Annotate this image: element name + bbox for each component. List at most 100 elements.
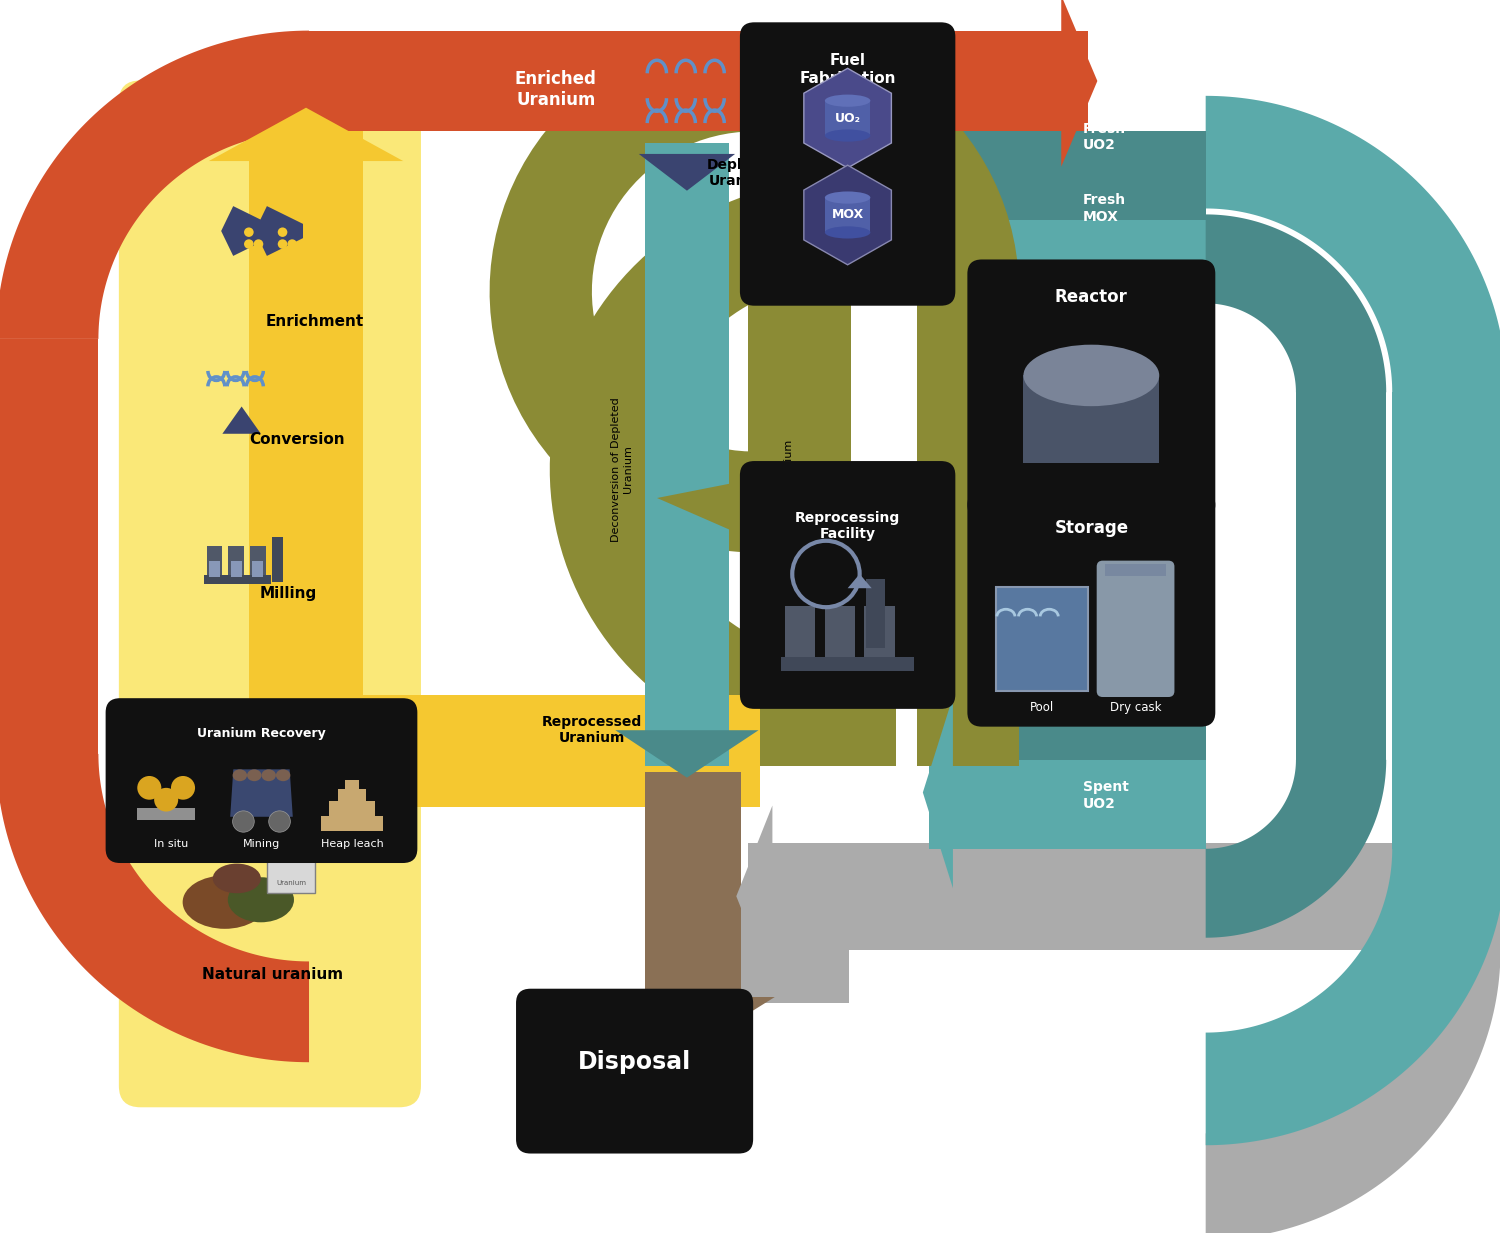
Bar	[864, 607, 894, 671]
Bar	[251, 546, 266, 582]
Bar	[1392, 641, 1500, 949]
FancyBboxPatch shape	[516, 989, 753, 1154]
Bar	[209, 561, 220, 577]
Ellipse shape	[825, 227, 870, 238]
Polygon shape	[255, 206, 303, 256]
Bar	[996, 587, 1089, 690]
Polygon shape	[0, 753, 309, 1062]
Ellipse shape	[248, 769, 261, 782]
Text: Enriched
Uranium: Enriched Uranium	[514, 70, 597, 110]
Polygon shape	[1206, 215, 1386, 392]
Text: MOX: MOX	[831, 208, 864, 222]
FancyBboxPatch shape	[118, 80, 422, 1107]
Bar	[865, 578, 885, 647]
Polygon shape	[615, 730, 759, 778]
Bar	[1296, 392, 1386, 760]
Bar	[916, 291, 1019, 766]
Polygon shape	[550, 179, 844, 760]
Bar	[782, 657, 914, 671]
Bar	[825, 197, 870, 233]
Bar	[267, 843, 315, 893]
Polygon shape	[1206, 949, 1500, 1233]
Text: Uranium: Uranium	[276, 880, 306, 887]
FancyBboxPatch shape	[740, 461, 956, 709]
Text: Heap leach: Heap leach	[321, 840, 384, 850]
Bar	[204, 575, 270, 584]
Polygon shape	[804, 68, 891, 168]
Text: Storage: Storage	[1054, 519, 1128, 538]
Polygon shape	[220, 206, 270, 256]
Bar	[1392, 392, 1500, 848]
Ellipse shape	[1023, 345, 1160, 406]
Bar	[1106, 565, 1166, 576]
Text: Milling: Milling	[260, 587, 316, 602]
Bar	[784, 607, 814, 671]
FancyBboxPatch shape	[968, 259, 1215, 519]
FancyBboxPatch shape	[105, 698, 417, 863]
Polygon shape	[1206, 96, 1500, 392]
Bar	[825, 101, 870, 136]
Text: Uranium Recovery: Uranium Recovery	[196, 726, 326, 740]
Bar	[0, 339, 99, 753]
Circle shape	[278, 239, 288, 249]
Circle shape	[171, 776, 195, 800]
Ellipse shape	[232, 769, 248, 782]
Ellipse shape	[825, 129, 870, 142]
Bar	[928, 671, 1206, 760]
Text: Conversion: Conversion	[249, 433, 345, 448]
Polygon shape	[706, 162, 850, 303]
Text: Depleted
Uranium: Depleted Uranium	[706, 158, 778, 187]
Polygon shape	[0, 31, 309, 339]
Ellipse shape	[825, 95, 870, 107]
Text: Dry cask: Dry cask	[1110, 700, 1161, 714]
Text: 92: 92	[302, 843, 312, 852]
Bar	[1023, 375, 1160, 464]
Bar	[748, 303, 850, 766]
Polygon shape	[639, 154, 735, 191]
Bar	[231, 561, 242, 577]
Bar	[338, 789, 366, 805]
Polygon shape	[657, 465, 828, 540]
Bar	[249, 113, 363, 707]
Polygon shape	[753, 96, 936, 155]
Polygon shape	[748, 60, 994, 303]
Ellipse shape	[183, 875, 267, 928]
Bar	[645, 143, 729, 766]
Circle shape	[138, 776, 162, 800]
Circle shape	[244, 227, 254, 237]
Polygon shape	[489, 31, 1018, 552]
Text: Reactor: Reactor	[1054, 289, 1128, 306]
Polygon shape	[736, 805, 772, 986]
Bar	[309, 694, 760, 808]
Text: Pool: Pool	[1030, 700, 1054, 714]
Bar	[345, 780, 358, 795]
Polygon shape	[1206, 848, 1500, 1145]
Text: Fresh
UO2: Fresh UO2	[1083, 122, 1126, 153]
Polygon shape	[922, 697, 952, 888]
Text: Fuel
Fabrication: Fuel Fabrication	[800, 53, 895, 85]
Circle shape	[244, 239, 254, 249]
Text: Disposal: Disposal	[578, 1051, 692, 1074]
Text: Fresh
MOX: Fresh MOX	[1083, 194, 1126, 223]
Text: Natural uranium: Natural uranium	[202, 968, 344, 983]
Bar	[825, 607, 855, 671]
Text: Spent
UO2: Spent UO2	[1083, 780, 1130, 810]
Bar	[309, 31, 1088, 132]
Ellipse shape	[276, 769, 291, 782]
Polygon shape	[297, 655, 333, 847]
Bar	[272, 536, 282, 582]
Polygon shape	[222, 407, 261, 434]
Ellipse shape	[825, 191, 870, 203]
Bar	[328, 801, 375, 816]
Bar	[228, 546, 244, 582]
Bar	[138, 808, 195, 820]
Text: Deconversion of Depleted
Uranium: Deconversion of Depleted Uranium	[610, 397, 633, 541]
Circle shape	[154, 788, 178, 811]
Bar	[741, 896, 849, 1002]
Bar	[928, 221, 1206, 333]
Bar	[309, 753, 357, 854]
Polygon shape	[804, 165, 891, 265]
FancyBboxPatch shape	[1096, 561, 1174, 697]
Polygon shape	[209, 107, 404, 162]
Text: Reprocessing
Facility: Reprocessing Facility	[795, 510, 900, 541]
